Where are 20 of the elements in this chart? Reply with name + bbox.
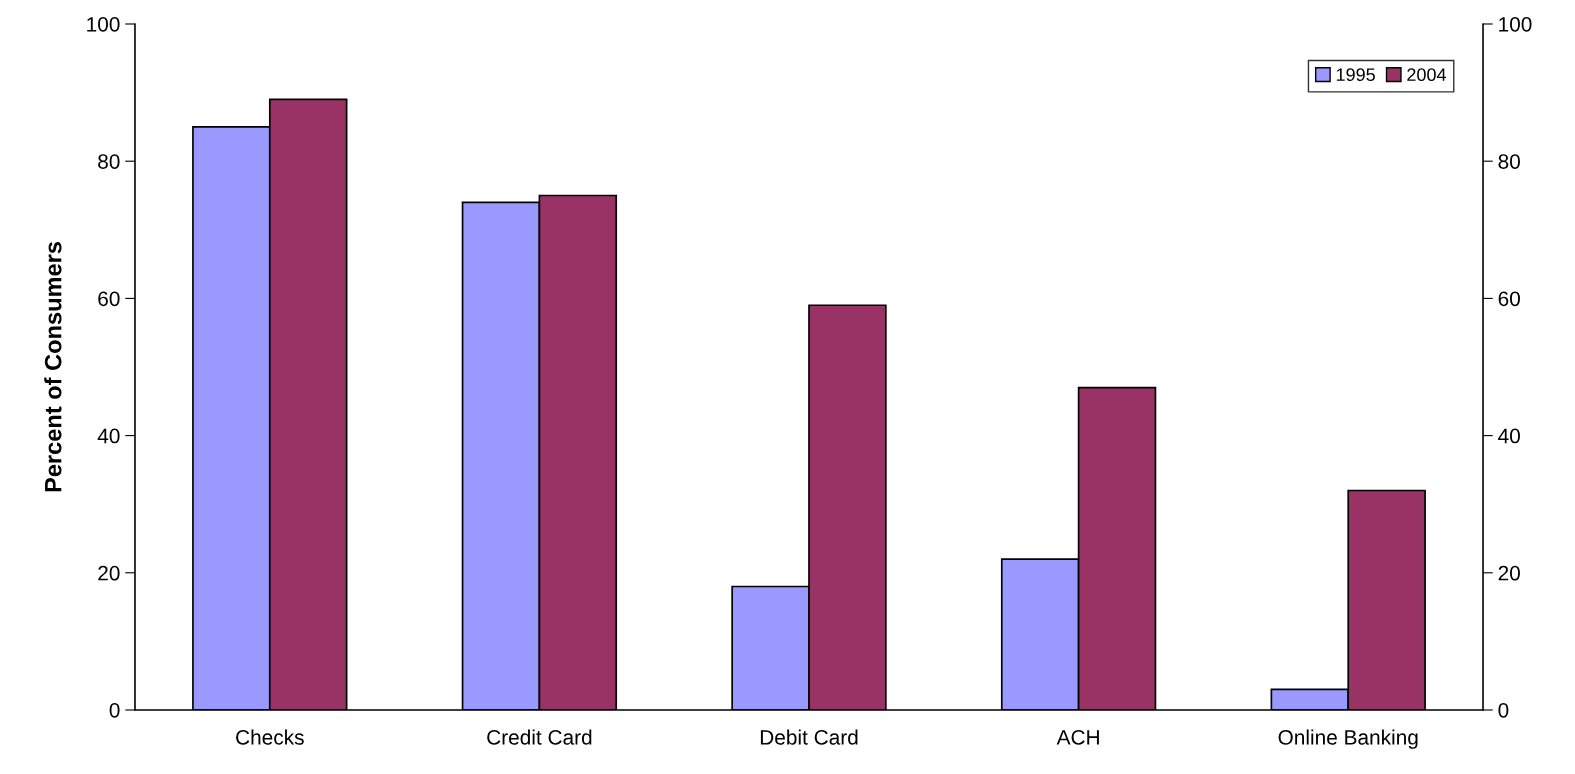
y2-tick-label: 40 [1498,428,1520,444]
x-tick-label: Checks [236,729,304,745]
legend-label: 1995 [1336,68,1375,82]
y-tick-label: 40 [97,428,120,444]
x-tick-label: Debit Card [760,729,858,745]
y2-tick-label: 0 [1498,702,1509,718]
y-tick-label: 0 [109,702,120,718]
y2-tick-label: 80 [1498,154,1520,169]
y-tick-label: 100 [87,17,120,32]
y2-tick-label: 100 [1499,17,1532,32]
x-tick-label: Online Banking [1278,729,1418,749]
y2-tick-label: 60 [1498,291,1520,307]
legend-label: 2004 [1407,68,1447,82]
y2-tick-label: 20 [1498,565,1520,581]
x-tick-label: Credit Card [487,729,592,745]
y-tick-label: 60 [98,291,120,307]
x-tick-label: ACH [1056,729,1099,745]
y-tick-label: 80 [98,154,120,169]
y-tick-label: 20 [98,565,120,581]
y-axis-title: Percent of Consumers [44,242,62,492]
